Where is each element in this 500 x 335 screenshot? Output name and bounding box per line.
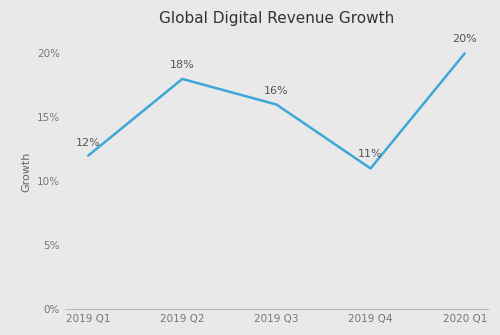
Title: Global Digital Revenue Growth: Global Digital Revenue Growth xyxy=(159,11,394,26)
Y-axis label: Growth: Growth xyxy=(21,151,31,192)
Text: 16%: 16% xyxy=(264,85,289,95)
Text: 18%: 18% xyxy=(170,60,194,70)
Text: 11%: 11% xyxy=(358,149,383,159)
Text: 20%: 20% xyxy=(452,35,477,45)
Text: 12%: 12% xyxy=(76,138,100,148)
